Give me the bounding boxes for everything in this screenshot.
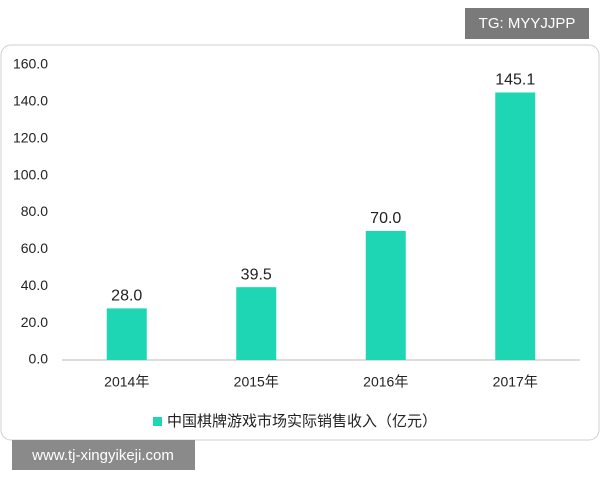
y-tick-label: 100.0: [13, 166, 48, 182]
legend-swatch: [153, 417, 162, 426]
bar: [495, 92, 536, 361]
legend-label: 中国棋牌游戏市场实际销售收入（亿元）: [167, 413, 437, 430]
data-label: 28.0: [111, 288, 142, 305]
y-tick-label: 80.0: [21, 203, 48, 219]
watermark-box: [465, 8, 589, 39]
bar: [236, 287, 277, 360]
bar: [106, 308, 147, 360]
y-tick-label: 20.0: [21, 314, 48, 330]
x-tick-label: 2017年: [493, 374, 538, 390]
watermark: TG: MYYJJPP: [479, 15, 576, 32]
watermark-box: [12, 440, 195, 470]
x-tick-label: 2015年: [234, 374, 279, 390]
x-tick-label: 2016年: [363, 374, 408, 390]
y-tick-label: 40.0: [21, 277, 48, 293]
data-label: 70.0: [370, 210, 401, 227]
data-label: 145.1: [495, 72, 535, 89]
y-tick-label: 0.0: [29, 351, 49, 367]
watermark: www.tj-xingyikeji.com: [31, 447, 174, 464]
data-label: 39.5: [241, 266, 272, 283]
y-tick-label: 120.0: [13, 129, 48, 145]
y-tick-label: 60.0: [21, 240, 48, 256]
y-tick-label: 140.0: [13, 93, 48, 109]
y-tick-label: 160.0: [13, 56, 48, 72]
x-tick-label: 2014年: [104, 374, 149, 390]
bar: [365, 230, 406, 360]
chart-frame: [0, 44, 600, 441]
